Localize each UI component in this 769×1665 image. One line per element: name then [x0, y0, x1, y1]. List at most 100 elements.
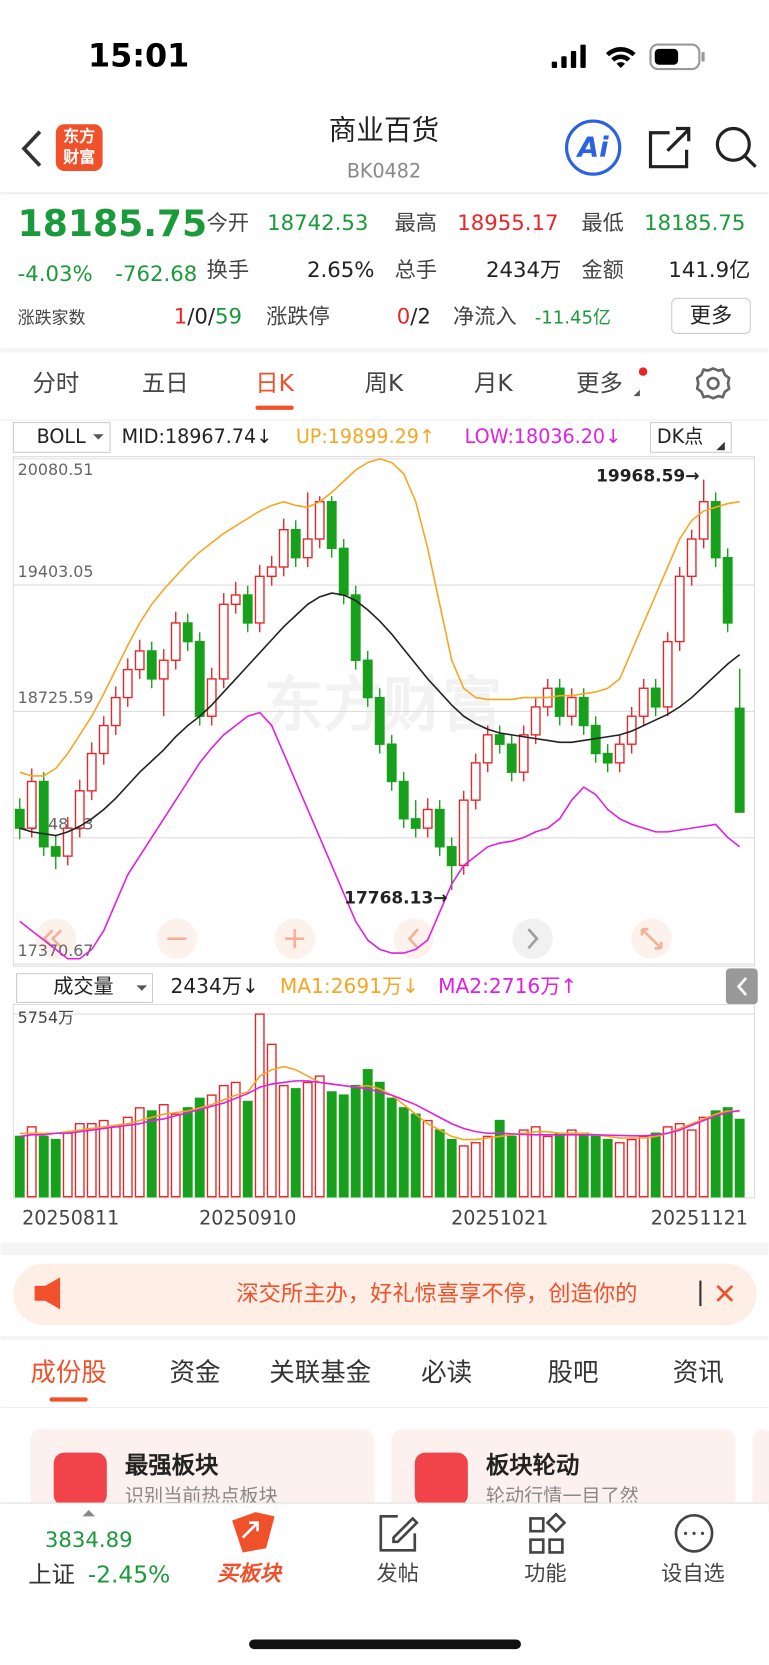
- limit: 0/2: [397, 304, 431, 329]
- tab[interactable]: 周K: [365, 369, 404, 397]
- field-value: 18955.17: [457, 211, 558, 236]
- field-value: 2434万: [486, 258, 561, 283]
- candle-body: [698, 501, 709, 540]
- card-title: 板块轮动: [486, 1451, 579, 1479]
- volume-bar: [638, 1135, 649, 1198]
- volume-bar: [542, 1135, 553, 1198]
- volume-bar: [662, 1126, 673, 1198]
- dk-select[interactable]: [649, 422, 732, 453]
- collapse-button[interactable]: [725, 968, 758, 1005]
- close-banner[interactable]: [716, 1284, 734, 1302]
- volume-bar: [686, 1129, 697, 1198]
- card-subtitle: 轮动行情一目了然: [486, 1485, 639, 1508]
- zoom-controls[interactable]: [35, 918, 672, 959]
- logo-text: 东方: [63, 126, 95, 145]
- volume-bar: [26, 1126, 37, 1198]
- section-tab[interactable]: 关联基金: [269, 1358, 371, 1388]
- nav-item[interactable]: 发帖: [377, 1562, 419, 1587]
- volume-bar: [302, 1081, 313, 1198]
- y-tick-label: 5754万: [18, 1008, 74, 1027]
- volume-bar: [374, 1081, 385, 1198]
- section-tab[interactable]: 资金: [169, 1358, 220, 1388]
- candle-body: [362, 659, 373, 699]
- y-tick-label: 18725.59: [18, 688, 94, 707]
- section-tab[interactable]: 股吧: [548, 1358, 599, 1388]
- volume-bar: [266, 1043, 277, 1198]
- settings-button[interactable]: [695, 367, 731, 400]
- tab[interactable]: 分时: [32, 369, 79, 397]
- candle-body: [614, 743, 625, 764]
- volume-bar: [722, 1107, 733, 1198]
- field-label: 最高: [395, 211, 437, 236]
- volume-bar: [254, 1013, 265, 1198]
- volume-bar: [290, 1088, 301, 1198]
- section-tab[interactable]: 必读: [421, 1358, 472, 1388]
- index-change: -2.45%: [88, 1560, 171, 1588]
- breadth-part: 1: [174, 304, 188, 329]
- candle-body: [134, 650, 145, 671]
- banner[interactable]: [13, 1263, 757, 1326]
- candle-body: [326, 501, 337, 550]
- volume-bar: [14, 1135, 25, 1198]
- badge-dot: [638, 367, 648, 376]
- candle-body: [26, 780, 37, 829]
- volume-bar: [110, 1126, 121, 1198]
- back-button[interactable]: [21, 130, 42, 167]
- volume-bar: [50, 1138, 61, 1198]
- field-label: 金额: [581, 258, 623, 283]
- volume-bar: [98, 1119, 109, 1198]
- candle-body: [434, 808, 445, 848]
- nav-item[interactable]: 设自选: [661, 1562, 725, 1587]
- volume-select[interactable]: [16, 973, 154, 1003]
- volume-bar: [62, 1132, 73, 1198]
- candle-body: [638, 687, 649, 717]
- dropdown-mark: [136, 985, 148, 991]
- time: 15:01: [88, 36, 189, 74]
- section-tab[interactable]: 成份股: [30, 1358, 106, 1388]
- candle-body: [98, 724, 109, 755]
- card[interactable]: [30, 1429, 375, 1515]
- share-button[interactable]: [648, 126, 691, 169]
- megaphone-icon: [34, 1277, 61, 1310]
- candle-body: [290, 529, 301, 559]
- card[interactable]: [391, 1429, 736, 1515]
- breadth: 1/0/59: [174, 304, 242, 329]
- tab[interactable]: 五日: [142, 369, 189, 397]
- ai-button[interactable]: [565, 119, 622, 176]
- nav-item[interactable]: 买板块: [217, 1562, 282, 1587]
- tab[interactable]: 月K: [474, 369, 513, 397]
- field-value: 2.65%: [307, 258, 374, 283]
- volume-bar: [566, 1129, 577, 1198]
- breadth-part: 59: [215, 304, 242, 329]
- tab[interactable]: 日K: [255, 369, 294, 397]
- volume-bar: [554, 1132, 565, 1198]
- nav-item[interactable]: 功能: [524, 1562, 566, 1587]
- volume-bar: [386, 1097, 397, 1198]
- volume-bar: [242, 1100, 253, 1198]
- banner-text-wrap: 深交所主办，好礼惊喜享不停，创造你的: [236, 1281, 637, 1307]
- section-tab[interactable]: 资讯: [673, 1358, 724, 1388]
- divider: [0, 1502, 769, 1504]
- candle-body: [338, 547, 349, 596]
- search-button[interactable]: [715, 126, 757, 168]
- volume-bar: [314, 1075, 325, 1198]
- volume-bar: [158, 1103, 169, 1198]
- candle-body: [410, 818, 421, 829]
- limit-part: 0: [397, 304, 411, 329]
- volume-bar: [182, 1107, 193, 1198]
- candle-body: [470, 762, 481, 801]
- field-value: 18742.53: [267, 211, 368, 236]
- flow-label: 净流入: [453, 304, 517, 329]
- dropdown-mark: [93, 434, 104, 440]
- home-indicator: [249, 1639, 521, 1650]
- indicator-select[interactable]: [12, 422, 111, 453]
- index-value: 3834.89: [45, 1528, 133, 1553]
- volume-bar: [458, 1145, 469, 1198]
- more-button[interactable]: [671, 297, 751, 334]
- volume-bar: [170, 1113, 181, 1198]
- volume-frame: [12, 1003, 756, 1199]
- volume-bar: [134, 1107, 145, 1198]
- tab[interactable]: 更多: [576, 369, 623, 397]
